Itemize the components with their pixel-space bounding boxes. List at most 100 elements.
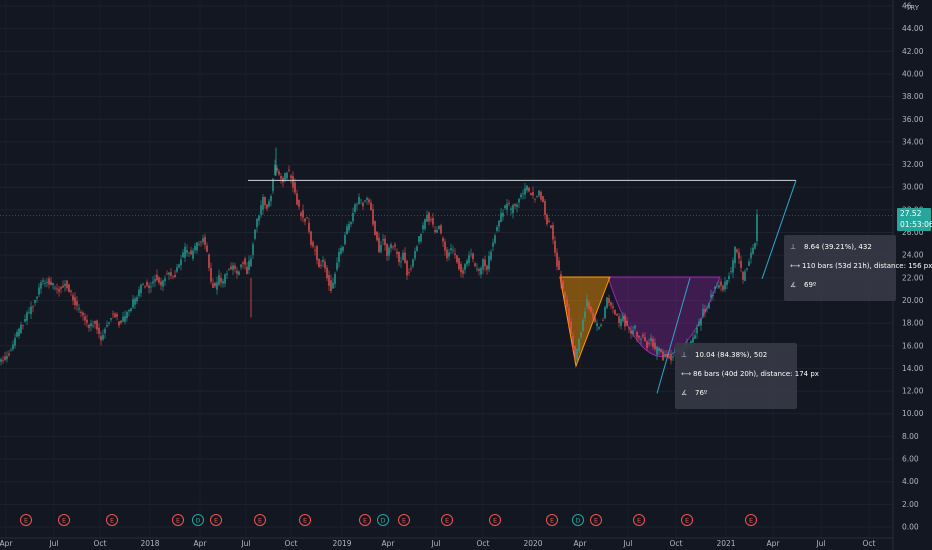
y-tick-label: 26.00 — [902, 228, 924, 237]
candle-body — [564, 292, 566, 298]
price-range-icon: ⊥ — [790, 242, 797, 251]
candle-body — [572, 335, 574, 348]
candle-body — [156, 274, 158, 281]
candle-body — [196, 242, 198, 251]
candle-body — [530, 192, 532, 196]
candle-body — [608, 298, 610, 303]
candle-body — [332, 282, 334, 289]
candle-body — [100, 336, 102, 341]
candle-body — [18, 328, 20, 337]
candle-body — [98, 327, 100, 334]
candle-body — [566, 299, 568, 308]
candle-body — [42, 280, 44, 282]
dividend-marker — [377, 514, 389, 526]
candle-body — [362, 202, 364, 207]
candle-body — [510, 208, 512, 211]
measure-tooltip-lower[interactable]: ⊥ 10.04 (84.38%), 502 ⟷ 86 bars (40d 20h),… — [675, 343, 819, 409]
candle-body — [316, 246, 318, 261]
candle-body — [736, 249, 738, 253]
candle-body — [308, 222, 310, 232]
candle-body — [746, 268, 748, 270]
candle-body — [202, 238, 204, 242]
earnings-marker — [590, 514, 602, 526]
candlestick-series — [0, 147, 758, 366]
candle-body — [24, 318, 26, 322]
candle-body — [328, 275, 330, 286]
candle-body — [322, 259, 324, 263]
y-tick-label: 36.00 — [902, 115, 924, 124]
candle-body — [108, 322, 110, 324]
candle-body — [692, 337, 694, 343]
candle-body — [314, 250, 316, 251]
measure-lower-price: 10.04 (84.38%), 502 — [695, 350, 768, 359]
candle-body — [582, 320, 584, 331]
candle-body — [710, 294, 712, 298]
candle-body — [744, 271, 746, 281]
candle-body — [390, 244, 392, 249]
candle-body — [408, 272, 410, 273]
price-range-icon: ⊥ — [681, 350, 688, 359]
measure-tooltip-upper[interactable]: ⊥ 8.64 (39.21%), 432 ⟷ 110 bars (53d 21h),… — [784, 235, 932, 301]
candle-body — [272, 178, 274, 192]
candle-body — [734, 246, 736, 264]
candle-body — [302, 209, 304, 218]
candle-body — [366, 197, 368, 200]
candle-body — [670, 354, 672, 361]
candle-body — [412, 259, 414, 267]
candle-body — [404, 252, 406, 263]
candle-body — [544, 201, 546, 215]
earnings-marker — [633, 514, 645, 526]
trend-lines[interactable] — [0, 179, 893, 394]
candle-body — [720, 281, 722, 286]
candle-body — [354, 204, 356, 212]
y-axis: 0.00 2.00 4.00 6.00 8.00 10.00 12.00 14.00 16.00… — [892, 0, 924, 550]
candle-body — [348, 223, 350, 231]
candle-body — [406, 260, 408, 276]
event-marker-label: E — [363, 517, 367, 525]
candle-body — [562, 281, 564, 289]
candle-body — [356, 204, 358, 206]
candle-body — [532, 192, 534, 196]
trend-line-upper — [761, 180, 797, 280]
candle-body — [28, 311, 30, 313]
candle-body — [374, 220, 376, 236]
candle-body — [164, 278, 166, 282]
candle-body — [16, 331, 18, 337]
candle-body — [640, 339, 642, 340]
dividend-marker — [192, 514, 204, 526]
candle-body — [636, 331, 638, 337]
candle-body — [602, 320, 604, 321]
x-tick-label: Apr — [382, 539, 396, 548]
candle-body — [258, 215, 260, 221]
candle-body — [622, 315, 624, 322]
candle-body — [750, 252, 752, 259]
candle-body — [228, 269, 230, 270]
candle-body — [524, 188, 526, 195]
candle-body — [382, 239, 384, 241]
candle-body — [550, 225, 552, 229]
earnings-marker — [210, 514, 222, 526]
candle-body — [358, 196, 360, 205]
candle-body — [662, 351, 664, 361]
currency-label: TRY — [906, 4, 919, 12]
candle-body — [728, 275, 730, 280]
last-price-badge: 27.52 01:53:06 — [897, 208, 932, 231]
candle-body — [486, 265, 488, 270]
candle-body — [368, 199, 370, 203]
candle-body — [700, 319, 702, 326]
x-tick-label: Jul — [430, 539, 440, 548]
candle-body — [594, 315, 596, 323]
candle-body — [440, 225, 442, 234]
candle-body — [616, 314, 618, 316]
event-marker-label: D — [380, 517, 385, 525]
x-tick-label: 2019 — [332, 539, 351, 548]
candle-body — [190, 250, 192, 255]
candle-body — [716, 285, 718, 287]
candle-body — [376, 231, 378, 241]
trend-line-lower — [656, 277, 691, 394]
candle-body — [170, 272, 172, 276]
candle-body — [2, 360, 4, 362]
candle-body — [200, 241, 202, 243]
